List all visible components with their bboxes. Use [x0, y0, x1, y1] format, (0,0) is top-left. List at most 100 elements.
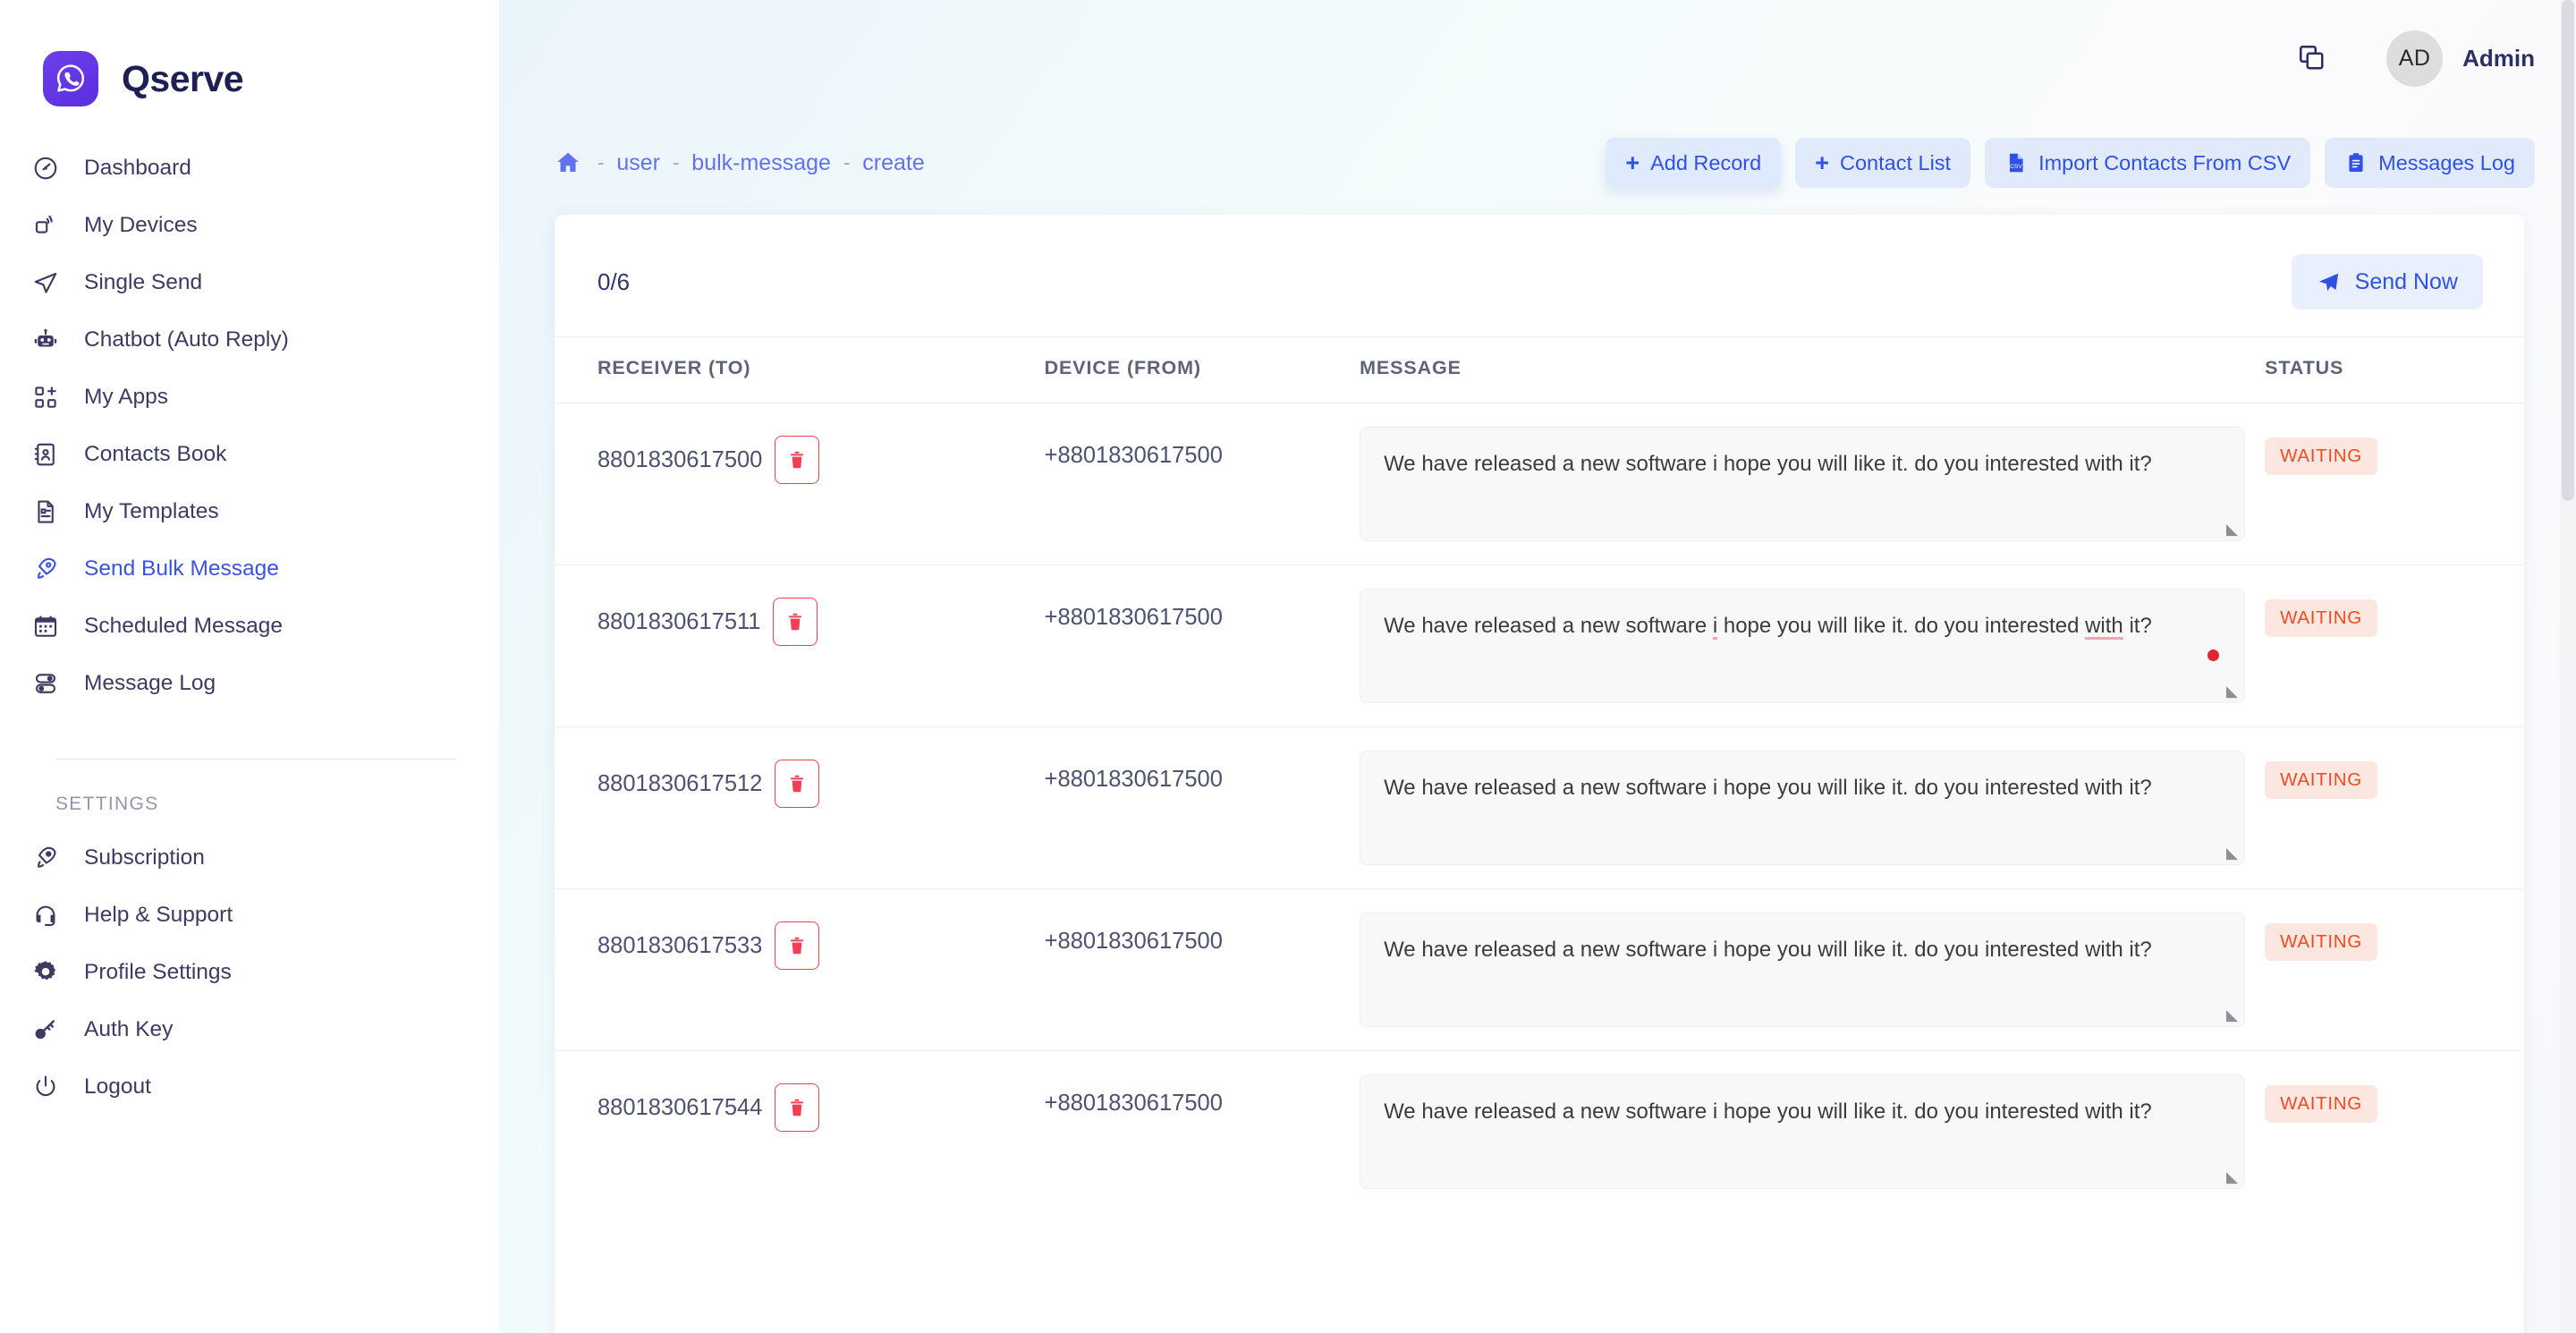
sidebar-item-label: Subscription — [84, 845, 205, 870]
sidebar-item-subscription[interactable]: Subscription — [0, 829, 499, 887]
import-contacts-csv-label: Import Contacts From CSV — [2038, 150, 2292, 174]
resize-handle-icon[interactable]: ◢ — [2226, 845, 2239, 862]
gear-icon — [30, 957, 61, 988]
message-text: We have released a new software i hope y… — [1384, 938, 2152, 962]
csv-file-icon: CSV — [2004, 151, 2028, 174]
sidebar-item-label: Send Bulk Message — [84, 556, 279, 581]
card-header: 0/6 Send Now — [555, 215, 2524, 310]
sidebar-item-auth-key[interactable]: Auth Key — [0, 1001, 499, 1058]
home-icon[interactable] — [555, 149, 581, 176]
breadcrumb-item-create[interactable]: create — [862, 149, 925, 175]
resize-handle-icon[interactable]: ◢ — [2226, 1168, 2239, 1185]
sidebar-item-logout[interactable]: Logout — [0, 1058, 499, 1116]
sidebar-item-single-send[interactable]: Single Send — [0, 254, 499, 311]
device-number: +8801830617500 — [1044, 1091, 1223, 1116]
page-scrollbar[interactable] — [2560, 0, 2576, 1333]
receiver-number: 8801830617500 — [597, 446, 763, 472]
main-content: AD Admin - user - bulk-message - create — [499, 0, 2576, 1333]
receiver-number: 8801830617533 — [597, 932, 763, 958]
column-header-device: DEVICE (FROM) — [1044, 336, 1360, 403]
sidebar-item-label: Auth Key — [84, 1017, 174, 1041]
cell-device: +8801830617500 — [1044, 888, 1360, 1051]
sidebar-item-dashboard[interactable]: Dashboard — [0, 140, 499, 197]
send-now-button[interactable]: Send Now — [2291, 254, 2483, 310]
breadcrumb-separator: - — [597, 151, 605, 174]
add-record-button[interactable]: + Add Record — [1606, 138, 1782, 188]
cell-receiver: 8801830617500 — [555, 403, 1045, 565]
cell-status: WAITING — [2245, 888, 2524, 1051]
sidebar-item-message-log[interactable]: Message Log — [0, 655, 499, 712]
plus-icon: + — [1625, 149, 1640, 176]
contact-list-button[interactable]: + Contact List — [1795, 138, 1971, 188]
message-text: We have released a new software i hope y… — [1384, 1100, 2152, 1124]
status-badge: WAITING — [2265, 599, 2377, 637]
delete-row-button[interactable] — [775, 760, 820, 808]
message-text: We have released a new software i hope y… — [1384, 614, 2152, 638]
message-textarea[interactable]: We have released a new software i hope y… — [1360, 589, 2246, 703]
rocket-icon — [30, 554, 61, 584]
receiver-number: 8801830617544 — [597, 1094, 763, 1120]
copy-icon[interactable] — [2288, 34, 2336, 82]
sidebar-item-my-apps[interactable]: My Apps — [0, 369, 499, 426]
sidebar-item-my-templates[interactable]: My Templates — [0, 483, 499, 540]
contact-book-icon — [30, 439, 61, 470]
message-textarea[interactable]: We have released a new software i hope y… — [1360, 913, 2246, 1027]
sidebar-item-label: Chatbot (Auto Reply) — [84, 327, 289, 352]
delete-row-button[interactable] — [775, 921, 820, 970]
crumb-action-bar: - user - bulk-message - create + Add Rec… — [499, 116, 2576, 188]
sidebar-nav: Dashboard My Devices Single Send — [0, 116, 499, 1116]
sidebar-item-profile-settings[interactable]: Profile Settings — [0, 944, 499, 1001]
cell-message: We have released a new software i hope y… — [1360, 1050, 2246, 1212]
sidebar-item-label: Message Log — [84, 671, 216, 695]
messages-log-button[interactable]: Messages Log — [2325, 138, 2535, 188]
cell-message: We have released a new software i hope y… — [1360, 726, 2246, 889]
message-textarea[interactable]: We have released a new software i hope y… — [1360, 427, 2246, 541]
cell-message: We have released a new software i hope y… — [1360, 403, 2246, 565]
delete-row-button[interactable] — [775, 436, 820, 484]
sidebar-item-label: Scheduled Message — [84, 614, 284, 638]
receiver-number: 8801830617511 — [597, 608, 761, 634]
scrollbar-thumb[interactable] — [2562, 0, 2574, 501]
cell-message: We have released a new software i hope y… — [1360, 888, 2246, 1051]
table-row: 8801830617512 — [555, 726, 2524, 889]
import-contacts-csv-button[interactable]: CSV Import Contacts From CSV — [1985, 138, 2311, 188]
cell-receiver: 8801830617544 — [555, 1050, 1045, 1212]
file-template-icon — [30, 497, 61, 527]
delete-row-button[interactable] — [773, 598, 818, 646]
table-row: 8801830617544 — [555, 1050, 2524, 1212]
sidebar: Qserve Dashboard M — [0, 0, 499, 1333]
breadcrumb-separator: - — [672, 151, 680, 174]
sidebar-item-my-devices[interactable]: My Devices — [0, 197, 499, 254]
breadcrumb: - user - bulk-message - create — [555, 149, 925, 176]
sidebar-item-label: Logout — [84, 1074, 151, 1099]
sidebar-item-scheduled-message[interactable]: Scheduled Message — [0, 598, 499, 655]
brand[interactable]: Qserve — [0, 0, 499, 116]
table-header: RECEIVER (TO) DEVICE (FROM) MESSAGE STAT… — [555, 336, 2524, 403]
resize-handle-icon[interactable]: ◢ — [2226, 683, 2239, 700]
send-now-label: Send Now — [2354, 268, 2458, 294]
breadcrumb-item-user[interactable]: user — [616, 149, 660, 175]
device-number: +8801830617500 — [1044, 929, 1223, 954]
cell-receiver: 8801830617512 — [555, 726, 1045, 889]
sidebar-item-send-bulk-message[interactable]: Send Bulk Message — [0, 540, 499, 598]
resize-handle-icon[interactable]: ◢ — [2226, 1006, 2239, 1023]
resize-handle-icon[interactable]: ◢ — [2226, 521, 2239, 538]
sidebar-item-help-support[interactable]: Help & Support — [0, 887, 499, 944]
sidebar-item-label: Dashboard — [84, 156, 191, 180]
sidebar-item-label: My Devices — [84, 213, 198, 237]
breadcrumb-item-bulk-message[interactable]: bulk-message — [691, 149, 831, 175]
delete-row-button[interactable] — [775, 1083, 820, 1132]
sidebar-item-chatbot[interactable]: Chatbot (Auto Reply) — [0, 311, 499, 369]
power-icon — [30, 1072, 61, 1102]
table-body: 8801830617500 — [555, 403, 2524, 1212]
calendar-icon — [30, 611, 61, 641]
message-textarea[interactable]: We have released a new software i hope y… — [1360, 751, 2246, 865]
message-textarea[interactable]: We have released a new software i hope y… — [1360, 1074, 2246, 1189]
sidebar-item-contacts-book[interactable]: Contacts Book — [0, 426, 499, 483]
contact-list-label: Contact List — [1839, 150, 1952, 174]
sidebar-item-label: Contacts Book — [84, 442, 227, 466]
cell-status: WAITING — [2245, 726, 2524, 889]
cell-message: We have released a new software i hope y… — [1360, 565, 2246, 727]
user-menu[interactable]: AD Admin — [2386, 30, 2535, 87]
